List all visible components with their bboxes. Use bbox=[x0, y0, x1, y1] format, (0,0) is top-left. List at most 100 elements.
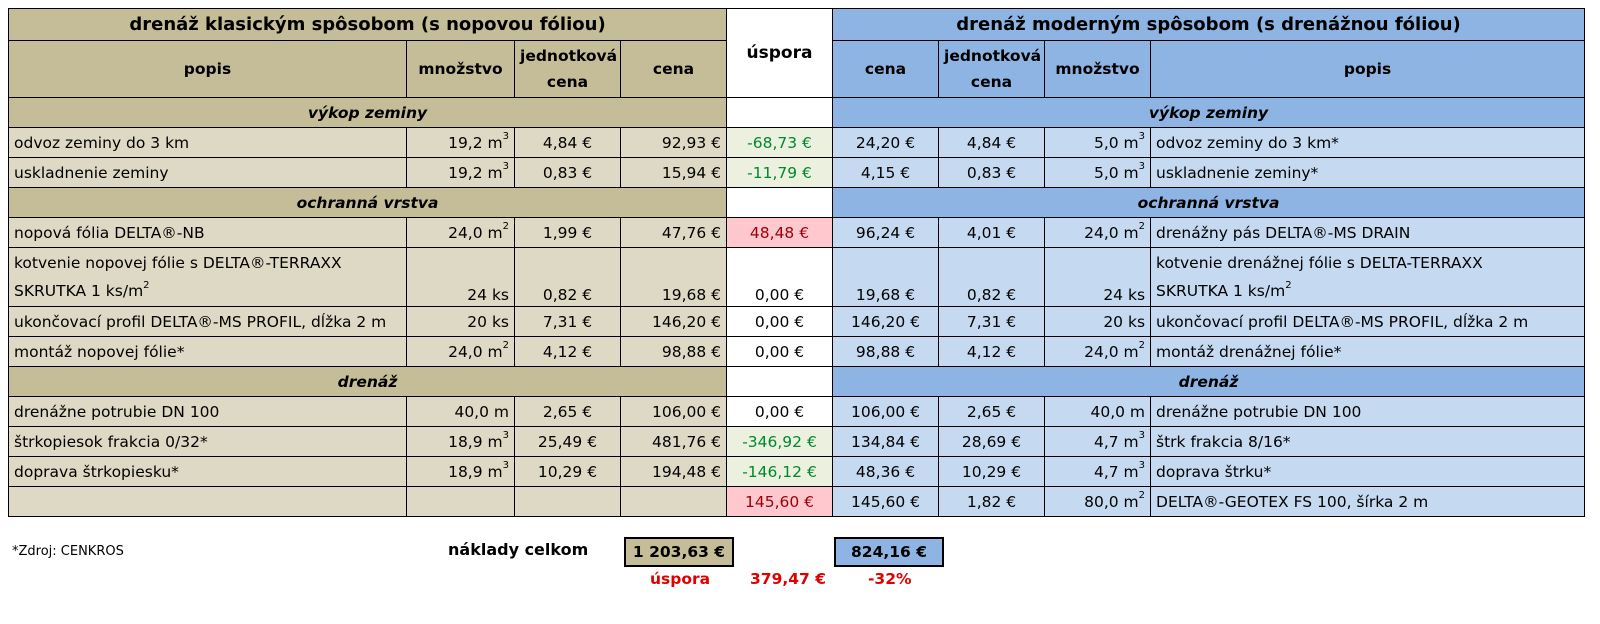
left-qty: 24 ks bbox=[406, 247, 515, 307]
saving-cell: 48,48 € bbox=[726, 217, 834, 248]
right-unit-price: 4,84 € bbox=[938, 127, 1046, 158]
header-left-cena: cena bbox=[619, 40, 728, 98]
left-total: 481,76 € bbox=[619, 426, 728, 457]
left-desc: štrkopiesok frakcia 0/32* bbox=[8, 426, 407, 457]
right-qty: 5,0 m3 bbox=[1044, 157, 1152, 188]
left-qty: 40,0 m bbox=[406, 396, 515, 427]
left-qty: 24,0 m2 bbox=[406, 336, 515, 367]
left-total: 19,68 € bbox=[619, 247, 728, 307]
left-desc: odvoz zeminy do 3 km bbox=[8, 127, 407, 158]
saving-cell: -346,92 € bbox=[726, 426, 834, 457]
table-row: kotvenie nopovej fólie s DELTA®-TERRAXX S… bbox=[8, 247, 1586, 307]
left-qty: 18,9 m3 bbox=[406, 456, 515, 487]
left-desc: montáž nopovej fólie* bbox=[8, 336, 407, 367]
saving-value: 379,47 € bbox=[750, 570, 826, 588]
left-qty: 18,9 m3 bbox=[406, 426, 515, 457]
left-unit-price bbox=[514, 486, 621, 517]
header-left-mnozstvo: množstvo bbox=[406, 40, 515, 98]
right-total: 106,00 € bbox=[832, 396, 940, 427]
right-unit-price: 0,82 € bbox=[938, 247, 1046, 307]
right-total: 145,60 € bbox=[832, 486, 940, 517]
right-total: 48,36 € bbox=[832, 456, 940, 487]
left-desc: ukončovací profil DELTA®-MS PROFIL, dĺžk… bbox=[8, 306, 407, 337]
section-saving-blank bbox=[726, 97, 834, 128]
right-total: 4,15 € bbox=[832, 157, 940, 188]
saving-cell: 0,00 € bbox=[726, 306, 834, 337]
left-total-box: 1 203,63 € bbox=[624, 537, 734, 567]
header-right-cena: cena bbox=[832, 40, 940, 98]
section-right-vykop: výkop zeminy bbox=[832, 97, 1586, 128]
table-row: štrkopiesok frakcia 0/32* 18,9 m3 25,49 … bbox=[8, 426, 1586, 457]
header-right-popis: popis bbox=[1150, 40, 1586, 98]
right-qty: 80,0 m2 bbox=[1044, 486, 1152, 517]
left-total: 92,93 € bbox=[619, 127, 728, 158]
left-qty: 24,0 m2 bbox=[406, 217, 515, 248]
right-unit-price: 4,12 € bbox=[938, 336, 1046, 367]
table-row: 145,60 € 145,60 € 1,82 € 80,0 m2 DELTA®-… bbox=[8, 486, 1586, 517]
left-unit-price: 10,29 € bbox=[514, 456, 621, 487]
left-unit-price: 25,49 € bbox=[514, 426, 621, 457]
header-right-jednotkova-cena: jednotková cena bbox=[938, 40, 1046, 98]
right-unit-price: 4,01 € bbox=[938, 217, 1046, 248]
section-left-drenaz: drenáž bbox=[7, 366, 728, 397]
left-total: 146,20 € bbox=[619, 306, 728, 337]
section-saving-blank bbox=[726, 366, 834, 397]
right-unit-price: 10,29 € bbox=[938, 456, 1046, 487]
left-desc: doprava štrkopiesku* bbox=[8, 456, 407, 487]
section-right-drenaz: drenáž bbox=[832, 366, 1586, 397]
saving-label: úspora bbox=[650, 570, 711, 588]
saving-cell: 0,00 € bbox=[726, 247, 834, 307]
right-unit-price: 7,31 € bbox=[938, 306, 1046, 337]
right-total-box: 824,16 € bbox=[834, 537, 944, 567]
right-total: 19,68 € bbox=[832, 247, 940, 307]
header-left-jednotkova-cena: jednotková cena bbox=[514, 40, 621, 98]
table-row: doprava štrkopiesku* 18,9 m3 10,29 € 194… bbox=[8, 456, 1586, 487]
left-qty: 19,2 m3 bbox=[406, 157, 515, 188]
left-total: 47,76 € bbox=[619, 217, 728, 248]
left-unit-price: 4,12 € bbox=[514, 336, 621, 367]
table-row: montáž nopovej fólie* 24,0 m2 4,12 € 98,… bbox=[8, 336, 1586, 367]
left-unit-price: 2,65 € bbox=[514, 396, 621, 427]
table-row: uskladnenie zeminy 19,2 m3 0,83 € 15,94 … bbox=[8, 157, 1586, 188]
right-unit-price: 0,83 € bbox=[938, 157, 1046, 188]
right-qty: 20 ks bbox=[1044, 306, 1152, 337]
saving-cell: -11,79 € bbox=[726, 157, 834, 188]
right-title: drenáž moderným spôsobom (s drenážnou fó… bbox=[832, 8, 1586, 41]
right-total: 96,24 € bbox=[832, 217, 940, 248]
right-qty: 5,0 m3 bbox=[1044, 127, 1152, 158]
right-desc: drenážne potrubie DN 100 bbox=[1150, 396, 1586, 427]
left-unit-price: 0,83 € bbox=[514, 157, 621, 188]
right-desc: odvoz zeminy do 3 km* bbox=[1150, 127, 1586, 158]
left-total: 194,48 € bbox=[619, 456, 728, 487]
right-total: 24,20 € bbox=[832, 127, 940, 158]
right-desc: DELTA®-GEOTEX FS 100, šírka 2 m bbox=[1150, 486, 1586, 517]
left-qty bbox=[406, 486, 515, 517]
source-note: *Zdroj: CENKROS bbox=[12, 544, 124, 559]
right-total: 98,88 € bbox=[832, 336, 940, 367]
table-row: odvoz zeminy do 3 km 19,2 m3 4,84 € 92,9… bbox=[8, 127, 1586, 158]
saving-cell: 0,00 € bbox=[726, 396, 834, 427]
right-qty: 24 ks bbox=[1044, 247, 1152, 307]
right-qty: 4,7 m3 bbox=[1044, 456, 1152, 487]
saving-cell: -146,12 € bbox=[726, 456, 834, 487]
header-right-mnozstvo: množstvo bbox=[1044, 40, 1152, 98]
left-unit-price: 7,31 € bbox=[514, 306, 621, 337]
left-total: 15,94 € bbox=[619, 157, 728, 188]
right-unit-price: 28,69 € bbox=[938, 426, 1046, 457]
left-unit-price: 4,84 € bbox=[514, 127, 621, 158]
right-desc: ukončovací profil DELTA®-MS PROFIL, dĺžk… bbox=[1150, 306, 1586, 337]
saving-cell: 0,00 € bbox=[726, 336, 834, 367]
saving-cell: 145,60 € bbox=[726, 486, 834, 517]
table-row: ukončovací profil DELTA®-MS PROFIL, dĺžk… bbox=[8, 306, 1586, 337]
right-qty: 24,0 m2 bbox=[1044, 217, 1152, 248]
left-title: drenáž klasickým spôsobom (s nopovou fól… bbox=[7, 8, 728, 41]
saving-percent: -32% bbox=[868, 570, 912, 588]
left-desc: kotvenie nopovej fólie s DELTA®-TERRAXX S… bbox=[8, 247, 407, 307]
right-desc: montáž drenážnej fólie* bbox=[1150, 336, 1586, 367]
left-unit-price: 0,82 € bbox=[514, 247, 621, 307]
right-desc: kotvenie drenážnej fólie s DELTA-TERRAXX… bbox=[1150, 247, 1586, 307]
left-total: 106,00 € bbox=[619, 396, 728, 427]
left-desc: nopová fólia DELTA®-NB bbox=[8, 217, 407, 248]
right-desc: doprava štrku* bbox=[1150, 456, 1586, 487]
section-right-ochranna: ochranná vrstva bbox=[832, 187, 1586, 218]
